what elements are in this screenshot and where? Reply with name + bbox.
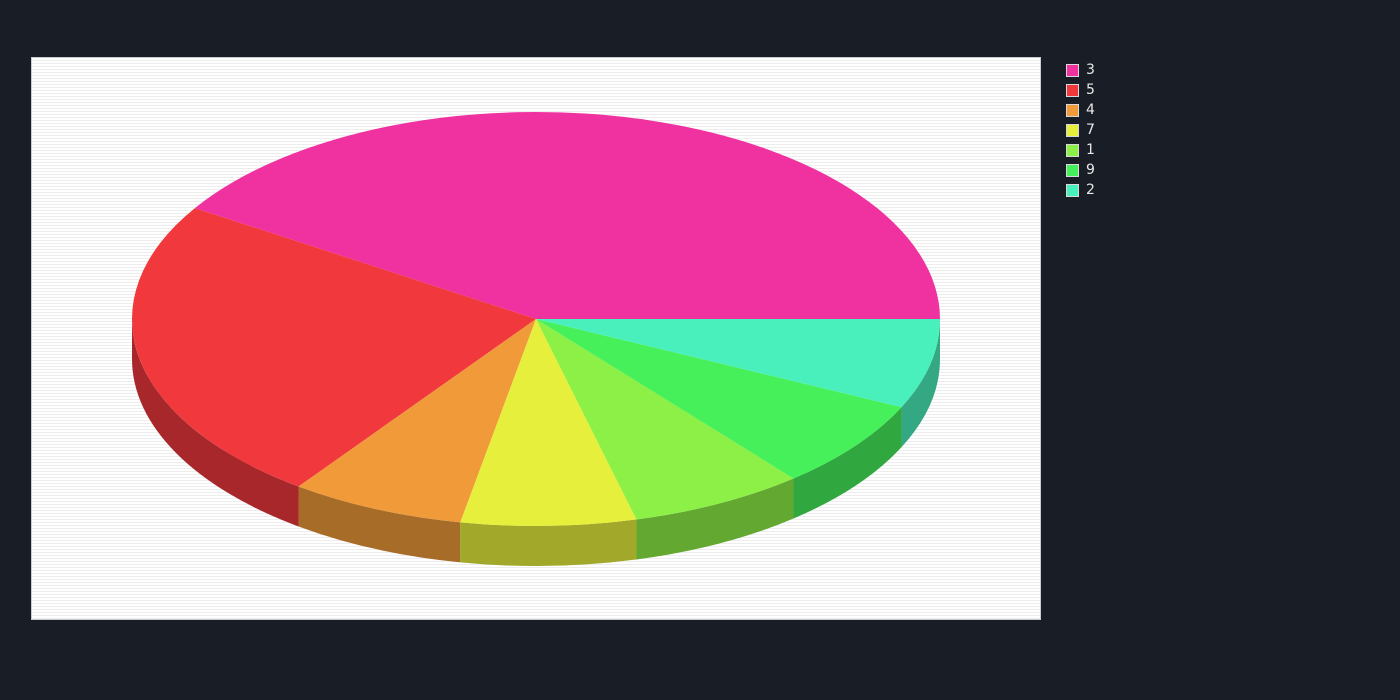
legend-label: 5: [1086, 82, 1095, 98]
legend-item-5[interactable]: 5: [1066, 80, 1186, 100]
legend-item-1[interactable]: 1: [1066, 140, 1186, 160]
pie-slice-7[interactable]: [460, 319, 637, 526]
legend: 3 5 4 7 1 9 2: [1066, 60, 1186, 200]
legend-swatch: [1066, 183, 1079, 197]
pie-top-layer: [132, 111, 940, 526]
pie-slice-2[interactable]: [536, 319, 940, 408]
legend-label: 4: [1086, 102, 1095, 118]
chart-plot-area: [31, 57, 1041, 620]
legend-label: 1: [1086, 142, 1095, 158]
pie-slice-3[interactable]: [194, 111, 940, 319]
legend-swatch: [1066, 143, 1079, 157]
pie-slice-side-4: [298, 486, 461, 563]
legend-item-4[interactable]: 4: [1066, 100, 1186, 120]
pie-slice-5[interactable]: [132, 208, 536, 487]
legend-item-3[interactable]: 3: [1066, 60, 1186, 80]
legend-swatch: [1066, 163, 1079, 177]
legend-swatch: [1066, 123, 1079, 137]
pie-slice-9[interactable]: [536, 319, 902, 479]
legend-label: 9: [1086, 162, 1095, 178]
legend-swatch: [1066, 103, 1079, 117]
pie-slice-side-9: [793, 407, 902, 519]
pie-slice-side-5: [132, 319, 299, 527]
pie-depth-layer: [132, 319, 940, 566]
legend-swatch: [1066, 63, 1079, 77]
legend-label: 2: [1086, 182, 1095, 198]
pie-slice-side-1: [636, 478, 794, 560]
pie-slice-4[interactable]: [298, 319, 536, 523]
pie-slice-side-7: [460, 519, 637, 566]
legend-label: 7: [1086, 122, 1095, 138]
pie-chart: [132, 111, 940, 566]
legend-swatch: [1066, 83, 1079, 97]
pie-slice-1[interactable]: [536, 319, 794, 520]
legend-item-2[interactable]: 2: [1066, 180, 1186, 200]
pie-slice-side-2: [901, 319, 940, 448]
legend-item-9[interactable]: 9: [1066, 160, 1186, 180]
legend-item-7[interactable]: 7: [1066, 120, 1186, 140]
legend-label: 3: [1086, 62, 1095, 78]
